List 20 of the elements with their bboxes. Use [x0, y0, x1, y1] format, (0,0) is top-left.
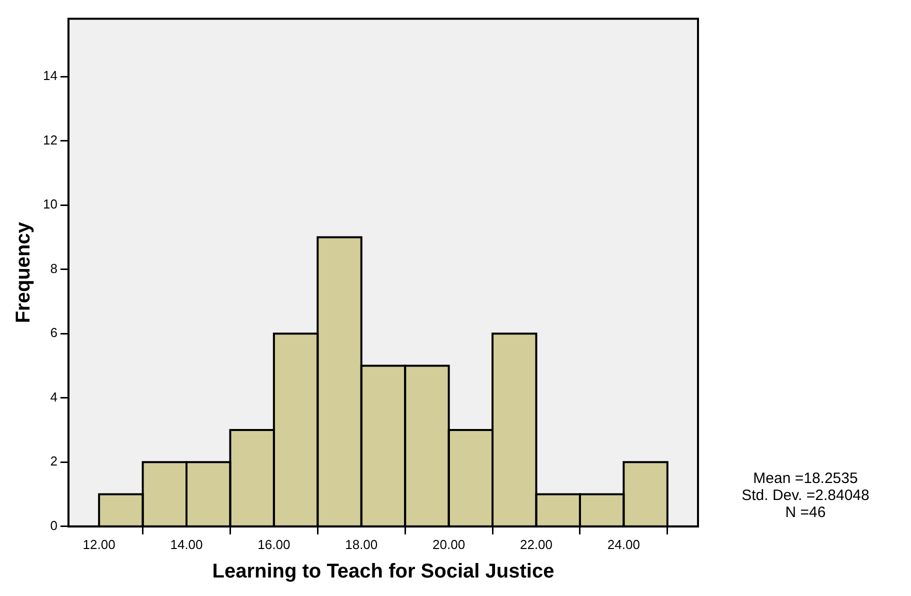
y-tick-label: 8	[50, 260, 58, 276]
x-tick-label: 22.00	[520, 536, 553, 552]
y-tick-label: 12	[42, 132, 58, 148]
x-tick-label: 18.00	[345, 536, 378, 552]
x-axis-title: Learning to Teach for Social Justice	[212, 560, 554, 583]
x-tick-label: 14.00	[170, 536, 203, 552]
y-tick-label: 4	[50, 389, 58, 404]
y-axis-title: Frequency	[12, 221, 35, 324]
y-tick-label: 2	[50, 454, 58, 469]
text: N =46	[784, 504, 827, 521]
x-tick-label: 16.00	[258, 536, 290, 552]
text: Std. Dev. =2.84048	[740, 487, 870, 504]
y-tick-label: 14	[42, 68, 58, 84]
y-tick-label: 0	[50, 518, 58, 533]
y-tick-label: 6	[50, 325, 58, 340]
text: Mean =18.2535	[752, 470, 859, 487]
x-tick-label: 12.00	[82, 536, 116, 552]
x-tick-label: 24.00	[607, 536, 640, 552]
y-tick-label: 10	[42, 196, 58, 212]
x-tick-label: 20.00	[432, 536, 466, 552]
